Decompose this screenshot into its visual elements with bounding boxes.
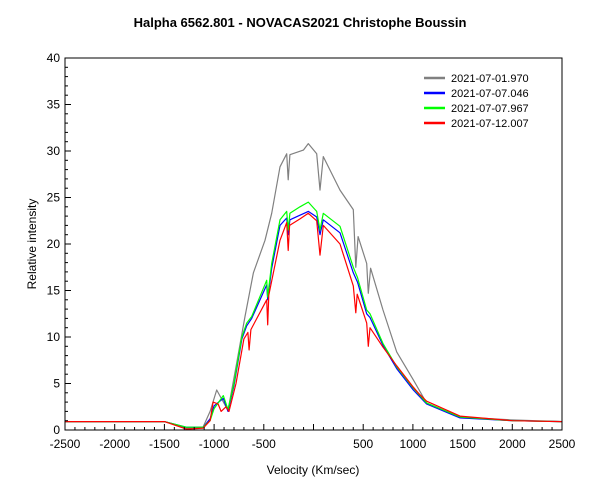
legend-label: 2021-07-01.970 — [451, 73, 529, 85]
x-axis: -2500 -2000 -1500 -1000 -500 500 1000 1500 2000 2… — [50, 424, 576, 451]
y-axis: 0 5 10 15 20 25 30 35 40 — [47, 51, 71, 437]
series-line-2021-07-07.967 — [65, 201, 563, 428]
x-tick-label: -500 — [252, 437, 276, 451]
x-axis-label: Velocity (Km/sec) — [267, 463, 360, 477]
y-axis-label: Relative intensity — [25, 199, 39, 290]
legend-label: 2021-07-07.967 — [451, 103, 529, 115]
legend-label: 2021-07-07.046 — [451, 88, 529, 100]
series-line-2021-07-01.970 — [65, 143, 563, 429]
x-tick-label: -1000 — [199, 437, 230, 451]
y-tick-label: 25 — [47, 191, 61, 205]
x-tick-label: -2000 — [99, 437, 130, 451]
x-tick-label: 1500 — [449, 437, 476, 451]
y-tick-label: 20 — [47, 237, 61, 251]
series-line-2021-07-07.046 — [65, 210, 563, 428]
x-tick-label: 1000 — [400, 437, 427, 451]
x-tick-label: -1500 — [149, 437, 180, 451]
chart-title: Halpha 6562.801 - NOVACAS2021 Christophe… — [134, 15, 467, 30]
y-tick-label: 15 — [47, 284, 61, 298]
plot-area — [65, 143, 563, 430]
x-tick-label: -2500 — [50, 437, 81, 451]
y-tick-label: 5 — [53, 377, 60, 391]
y-tick-label: 35 — [47, 98, 61, 112]
x-tick-label: 2000 — [499, 437, 526, 451]
x-tick-label: 500 — [353, 437, 373, 451]
legend-label: 2021-07-12.007 — [451, 118, 529, 130]
legend: 2021-07-01.970 2021-07-07.046 2021-07-07.9… — [424, 73, 529, 130]
y-tick-label: 40 — [47, 51, 61, 65]
series-line-2021-07-12.007 — [65, 212, 563, 430]
x-tick-label: 2500 — [549, 437, 576, 451]
y-tick-label: 10 — [47, 330, 61, 344]
y-tick-label: 0 — [53, 423, 60, 437]
y-tick-label: 30 — [47, 144, 61, 158]
